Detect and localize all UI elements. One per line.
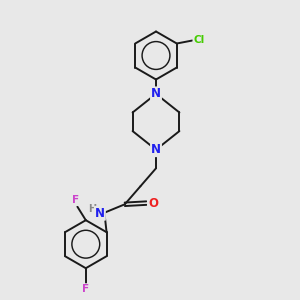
Text: N: N xyxy=(95,207,105,220)
Text: O: O xyxy=(148,196,158,210)
Text: N: N xyxy=(151,87,161,101)
Text: Cl: Cl xyxy=(194,35,205,45)
Text: F: F xyxy=(82,284,89,294)
Text: F: F xyxy=(72,195,80,205)
Text: H: H xyxy=(88,204,96,214)
Text: N: N xyxy=(151,143,161,156)
